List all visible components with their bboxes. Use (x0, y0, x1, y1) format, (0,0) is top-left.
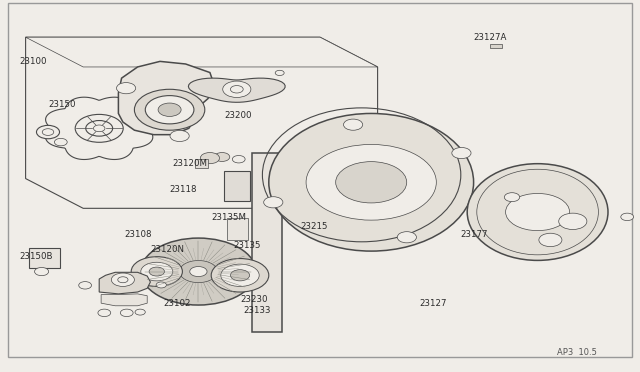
Circle shape (79, 282, 92, 289)
Text: 23102: 23102 (163, 299, 191, 308)
Circle shape (506, 193, 570, 231)
Circle shape (120, 309, 133, 317)
Text: 23133: 23133 (243, 306, 271, 315)
Text: 23135: 23135 (234, 241, 261, 250)
Circle shape (306, 144, 436, 220)
FancyBboxPatch shape (490, 44, 502, 48)
Circle shape (131, 257, 182, 286)
Circle shape (145, 96, 194, 124)
Polygon shape (195, 159, 208, 168)
Circle shape (221, 264, 259, 286)
Text: 23120N: 23120N (150, 245, 184, 254)
Ellipse shape (269, 113, 474, 251)
Circle shape (158, 103, 181, 116)
Polygon shape (26, 37, 378, 67)
Circle shape (200, 153, 220, 164)
FancyBboxPatch shape (29, 248, 60, 268)
Circle shape (86, 121, 113, 136)
Text: 23177: 23177 (461, 230, 488, 239)
FancyBboxPatch shape (227, 218, 248, 240)
Circle shape (141, 238, 256, 305)
Circle shape (116, 83, 136, 94)
Circle shape (35, 267, 49, 276)
Circle shape (156, 282, 166, 288)
Polygon shape (188, 78, 285, 102)
Circle shape (539, 233, 562, 247)
Circle shape (118, 277, 128, 283)
Text: 23127: 23127 (419, 299, 447, 308)
Circle shape (232, 155, 245, 163)
Circle shape (264, 197, 283, 208)
Circle shape (179, 260, 218, 283)
Circle shape (211, 259, 269, 292)
Circle shape (36, 125, 60, 139)
Text: 23230: 23230 (240, 295, 268, 304)
Circle shape (214, 153, 230, 161)
Text: 23135M: 23135M (211, 213, 246, 222)
Text: 23120M: 23120M (173, 159, 208, 168)
Circle shape (149, 267, 164, 276)
Circle shape (189, 266, 207, 276)
Circle shape (559, 213, 587, 230)
Circle shape (54, 138, 67, 146)
Circle shape (42, 129, 54, 135)
Circle shape (170, 130, 189, 141)
Text: 23118: 23118 (170, 185, 197, 194)
Circle shape (452, 147, 471, 158)
Circle shape (135, 309, 145, 315)
Circle shape (397, 232, 417, 243)
Polygon shape (118, 61, 214, 135)
Text: 23100: 23100 (19, 57, 47, 66)
Circle shape (98, 309, 111, 317)
Circle shape (275, 70, 284, 76)
Polygon shape (252, 153, 282, 332)
Text: AP3  10.5: AP3 10.5 (557, 348, 596, 357)
Circle shape (111, 273, 134, 286)
Circle shape (621, 213, 634, 221)
Circle shape (134, 89, 205, 130)
Text: 23200: 23200 (224, 111, 252, 120)
Text: 23150B: 23150B (19, 252, 52, 261)
Circle shape (141, 262, 173, 281)
Circle shape (223, 81, 251, 97)
Circle shape (230, 270, 250, 281)
Polygon shape (45, 97, 153, 160)
Circle shape (93, 125, 105, 132)
Text: 23150: 23150 (48, 100, 76, 109)
Circle shape (76, 114, 123, 142)
FancyBboxPatch shape (224, 171, 250, 201)
Polygon shape (99, 272, 150, 294)
Circle shape (344, 119, 363, 130)
Circle shape (230, 86, 243, 93)
Circle shape (191, 83, 210, 94)
Text: 23127A: 23127A (474, 33, 507, 42)
Text: 23215: 23215 (301, 222, 328, 231)
Circle shape (336, 161, 407, 203)
Text: 23108: 23108 (125, 230, 152, 239)
Polygon shape (26, 37, 378, 208)
FancyBboxPatch shape (8, 3, 632, 357)
Ellipse shape (467, 164, 608, 260)
Circle shape (504, 193, 520, 202)
Polygon shape (101, 294, 147, 306)
